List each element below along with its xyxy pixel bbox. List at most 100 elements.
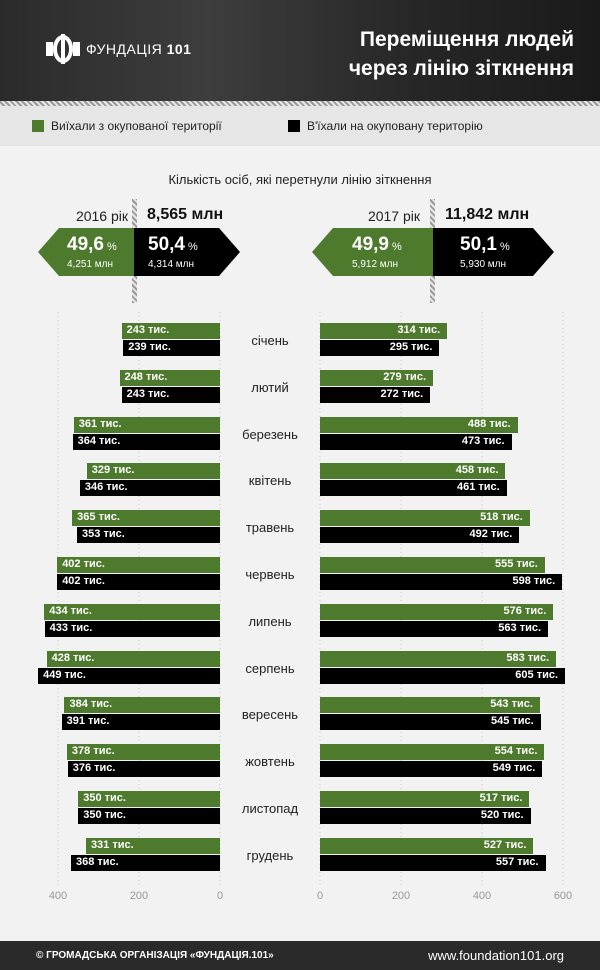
bar <box>320 620 548 637</box>
bar <box>320 650 557 667</box>
bar <box>320 433 512 450</box>
bar <box>70 854 220 871</box>
logo: ФУНДАЦІЯ 101 <box>46 34 196 64</box>
bar-value-label: 243 тис. <box>126 324 170 336</box>
bar <box>121 323 220 339</box>
month-label: липень <box>248 613 292 629</box>
bar-value-label: 434 тис. <box>49 604 92 617</box>
bar-value-label: 402 тис. <box>62 558 105 570</box>
bar <box>64 697 220 714</box>
bar-value-label: 576 тис. <box>503 604 547 617</box>
bar-value-label: 598 тис. <box>512 575 556 587</box>
bar <box>78 791 220 807</box>
mln-left-2017: 5,912 млн <box>352 259 399 270</box>
bar <box>320 697 540 714</box>
legend-swatch-right <box>288 120 300 132</box>
chart-title: Кількість осіб, які перетнули лінію зітк… <box>168 172 432 187</box>
bar <box>78 808 220 824</box>
bar <box>73 416 220 433</box>
bar <box>85 837 220 854</box>
bar-value-label: 543 тис. <box>490 698 533 711</box>
bar <box>320 761 543 778</box>
bar-value-label: 378 тис. <box>71 745 115 758</box>
bar-value-label: 605 тис. <box>515 668 559 681</box>
bar-value-label: 353 тис. <box>82 528 125 541</box>
bar <box>320 791 530 807</box>
bar-value-label: 488 тис. <box>467 417 511 430</box>
bar <box>320 323 448 339</box>
bar-value-label: 346 тис. <box>84 481 128 494</box>
month-label: червень <box>245 567 295 582</box>
bar-value-label: 376 тис. <box>72 762 116 775</box>
bar-value-label: 520 тис. <box>480 809 524 821</box>
footer-copyright: © ГРОМАДСЬКА ОРГАНІЗАЦІЯ «ФУНДАЦІЯ.101» <box>36 950 274 961</box>
bar-value-label: 518 тис. <box>480 511 523 524</box>
bar <box>72 433 220 450</box>
axis-tick-label: 400 <box>48 890 68 902</box>
bar-value-label: 364 тис. <box>77 434 121 447</box>
bar-value-label: 428 тис. <box>51 651 95 664</box>
axis-tick-label: 600 <box>553 890 573 902</box>
bar <box>67 761 220 778</box>
bar <box>320 463 506 480</box>
bar <box>44 620 220 637</box>
bar <box>320 854 546 871</box>
bar <box>320 510 530 527</box>
bar-value-label: 350 тис. <box>83 809 126 821</box>
axis-tick-label: 0 <box>316 890 324 902</box>
footer: © ГРОМАДСЬКА ОРГАНІЗАЦІЯ «ФУНДАЦІЯ.101» … <box>0 941 600 970</box>
bar <box>57 557 220 573</box>
bar <box>86 463 220 480</box>
axis-tick-label: 400 <box>472 890 492 902</box>
bar-value-label: 279 тис. <box>383 370 426 383</box>
bar <box>38 667 220 684</box>
month-label: жовтень <box>245 754 295 770</box>
bar-value-label: 527 тис. <box>483 838 527 851</box>
pct-left-2017: 49,9 % <box>352 234 402 255</box>
bar-value-label: 433 тис. <box>49 621 93 634</box>
bar-value-label: 239 тис. <box>128 341 171 353</box>
bar <box>320 603 554 620</box>
year-label-2016: 2016 рік <box>75 208 128 224</box>
bar-value-label: 555 тис. <box>495 558 538 570</box>
bar <box>66 744 220 761</box>
summary-shape-2017: 49,9 % 5,912 млн 50,1 % 5,930 млн <box>312 228 554 276</box>
bar <box>320 557 545 573</box>
bar-value-label: 557 тис. <box>495 855 539 868</box>
bar <box>320 340 440 356</box>
logo-icon <box>46 34 80 64</box>
bar-value-label: 554 тис. <box>494 745 538 758</box>
bar-value-label: 350 тис. <box>83 792 126 804</box>
bar-value-label: 295 тис. <box>389 341 433 353</box>
pct-left-2016: 49,6 % <box>67 234 117 255</box>
bar <box>320 369 433 386</box>
footer-website-link[interactable]: www.foundation101.org <box>428 948 564 963</box>
bar <box>61 714 220 731</box>
month-label: березень <box>242 426 298 442</box>
bar <box>57 574 220 590</box>
bar-value-label: 517 тис. <box>479 792 523 804</box>
bar <box>121 386 220 403</box>
bar <box>320 480 507 497</box>
axis-tick-label: 200 <box>129 890 149 902</box>
bar-value-label: 365 тис. <box>77 511 120 524</box>
month-label: серпень <box>245 660 295 676</box>
bar-value-label: 243 тис. <box>126 387 170 400</box>
bar <box>320 808 531 824</box>
bar-value-label: 368 тис. <box>75 855 119 868</box>
month-label: грудень <box>246 847 294 863</box>
axis-tick-label: 200 <box>391 890 411 902</box>
bar <box>320 527 520 544</box>
total-2017: 11,842 млн <box>445 206 530 223</box>
bar <box>44 603 220 620</box>
bar <box>320 386 431 403</box>
bar-value-label: 492 тис. <box>469 528 513 541</box>
bar <box>123 340 220 356</box>
bar <box>320 667 566 684</box>
year-label-2017: 2017 рік <box>367 208 420 224</box>
bar <box>119 369 220 386</box>
bar <box>320 744 545 761</box>
month-label: вересень <box>241 707 299 723</box>
month-label: квітень <box>248 473 292 489</box>
bar <box>79 480 220 497</box>
